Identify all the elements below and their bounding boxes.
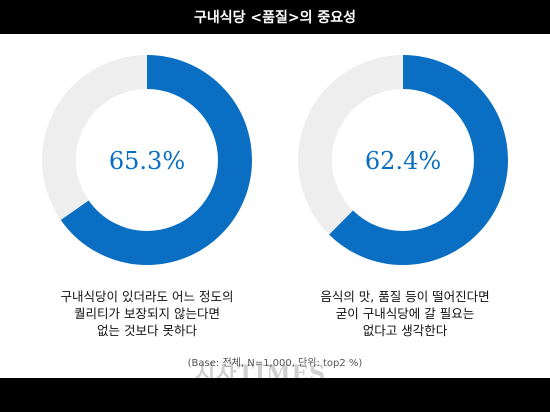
donut-value-segment <box>42 55 252 265</box>
bottom-bar <box>0 378 550 412</box>
footnote: (Base: 전체, N=1,000, 단위: top2 %) <box>187 358 363 369</box>
caption-left: 구내식당이 있더라도 어느 정도의 퀄리티가 보장되지 않는다면 없는 것보다 … <box>60 289 234 338</box>
donut-chart-right: 62.4% <box>298 55 508 265</box>
caption-right: 음식의 맛, 품질 등이 떨어진다면 굳이 구내식당에 갈 필요는 없다고 생각… <box>320 289 490 338</box>
donut-chart-left: 65.3% <box>42 55 252 265</box>
donut-value-segment <box>298 55 508 265</box>
page-title: 구내식당 <품질>의 중요성 <box>193 10 356 26</box>
donut-value-label: 62.4% <box>365 147 441 175</box>
donut-value-label: 65.3% <box>109 147 185 175</box>
title-bar: 구내식당 <품질>의 중요성 <box>0 0 550 34</box>
